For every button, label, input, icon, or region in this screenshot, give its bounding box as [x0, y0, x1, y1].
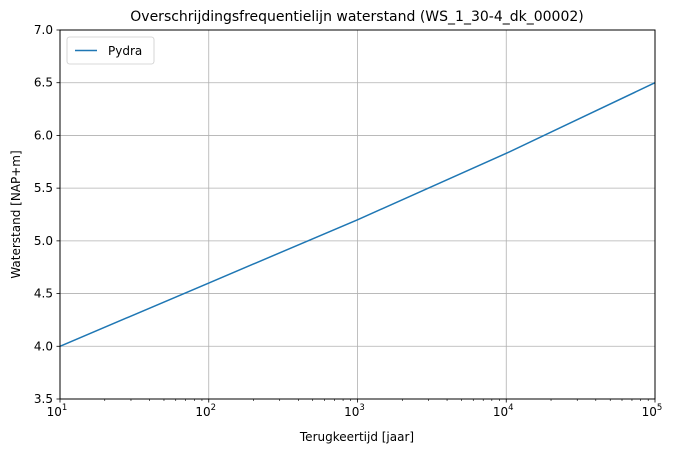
- y-tick-label: 4.0: [34, 339, 53, 353]
- series-line-pydra: [59, 82, 656, 347]
- y-tick-label: 5.5: [34, 181, 53, 195]
- legend-box: [66, 36, 155, 65]
- x-tick-label: 103: [344, 403, 365, 419]
- ticks: 101 102 103 104 105 3.5 4.0 4.5 5.0 5.5 6.0 6.5 7.0: [34, 23, 662, 419]
- y-tick-label: 4.5: [34, 287, 53, 301]
- legend-label: Pydra: [108, 44, 142, 58]
- y-tick-label: 3.5: [34, 392, 53, 406]
- legend: Pydra: [66, 36, 155, 65]
- x-tick-label: 102: [195, 403, 216, 419]
- y-tick-label: 5.0: [34, 234, 53, 248]
- x-tick-label: 101: [47, 403, 68, 419]
- y-tick-label: 6.0: [34, 128, 53, 142]
- y-axis-title: Waterstand [NAP+m]: [9, 150, 23, 278]
- chart-title: Overschrijdingsfrequentielijn waterstand…: [130, 9, 583, 25]
- x-axis-title: Terugkeertijd [jaar]: [299, 430, 414, 444]
- x-tick-label: 105: [642, 403, 663, 419]
- y-tick-label: 7.0: [34, 23, 53, 37]
- y-tick-label: 6.5: [34, 76, 53, 90]
- series-layer: [59, 82, 656, 347]
- x-tick-label: 104: [493, 403, 514, 419]
